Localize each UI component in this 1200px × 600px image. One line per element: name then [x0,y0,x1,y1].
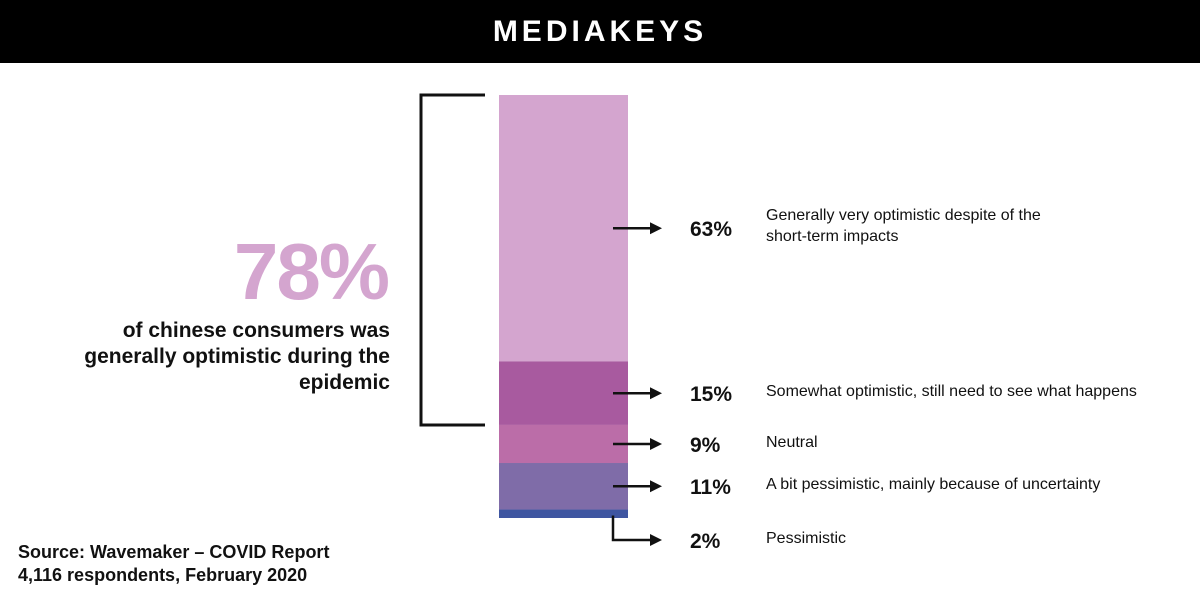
stacked-bar-chart [419,93,662,546]
header-bar: MEDIAKEYS [0,0,1200,63]
bracket-0 [419,93,485,427]
segment-percent-label: 2% [690,530,721,553]
arrow-4 [611,515,662,546]
source-note: Source: Wavemaker – COVID Report 4,116 r… [18,541,329,587]
bar-segment-0 [499,95,628,362]
segment-description-label: Neutral [766,433,818,451]
source-line-2: 4,116 respondents, February 2020 [18,565,308,585]
arrow-2 [613,437,662,450]
segment-description-label: A bit pessimistic, mainly because of unc… [766,476,1101,494]
segment-description-label: Generally very optimistic despite of the… [766,207,1041,246]
segment-percent-label: 15% [690,383,733,407]
bar-segment-2 [499,424,628,464]
segment-percent-label: 9% [690,433,721,457]
segment-percent-label: 63% [690,218,733,242]
bar-segment-4 [499,509,628,518]
segment-description-label: Pessimistic [766,530,847,547]
segment-percent-label: 11% [690,476,731,500]
headline-text: of chinese consumers was generally optim… [84,319,390,394]
bar-segment-3 [499,463,628,510]
source-line-1: Source: Wavemaker – COVID Report [18,542,330,562]
bar-segment-1 [499,361,628,425]
arrow-0 [613,222,662,235]
arrow-3 [613,480,662,493]
brand-logo: MEDIAKEYS [492,14,708,48]
arrow-1 [613,387,662,400]
headline-percent: 78% [233,227,390,316]
segment-description-label: Somewhat optimistic, still need to see w… [766,383,1137,401]
